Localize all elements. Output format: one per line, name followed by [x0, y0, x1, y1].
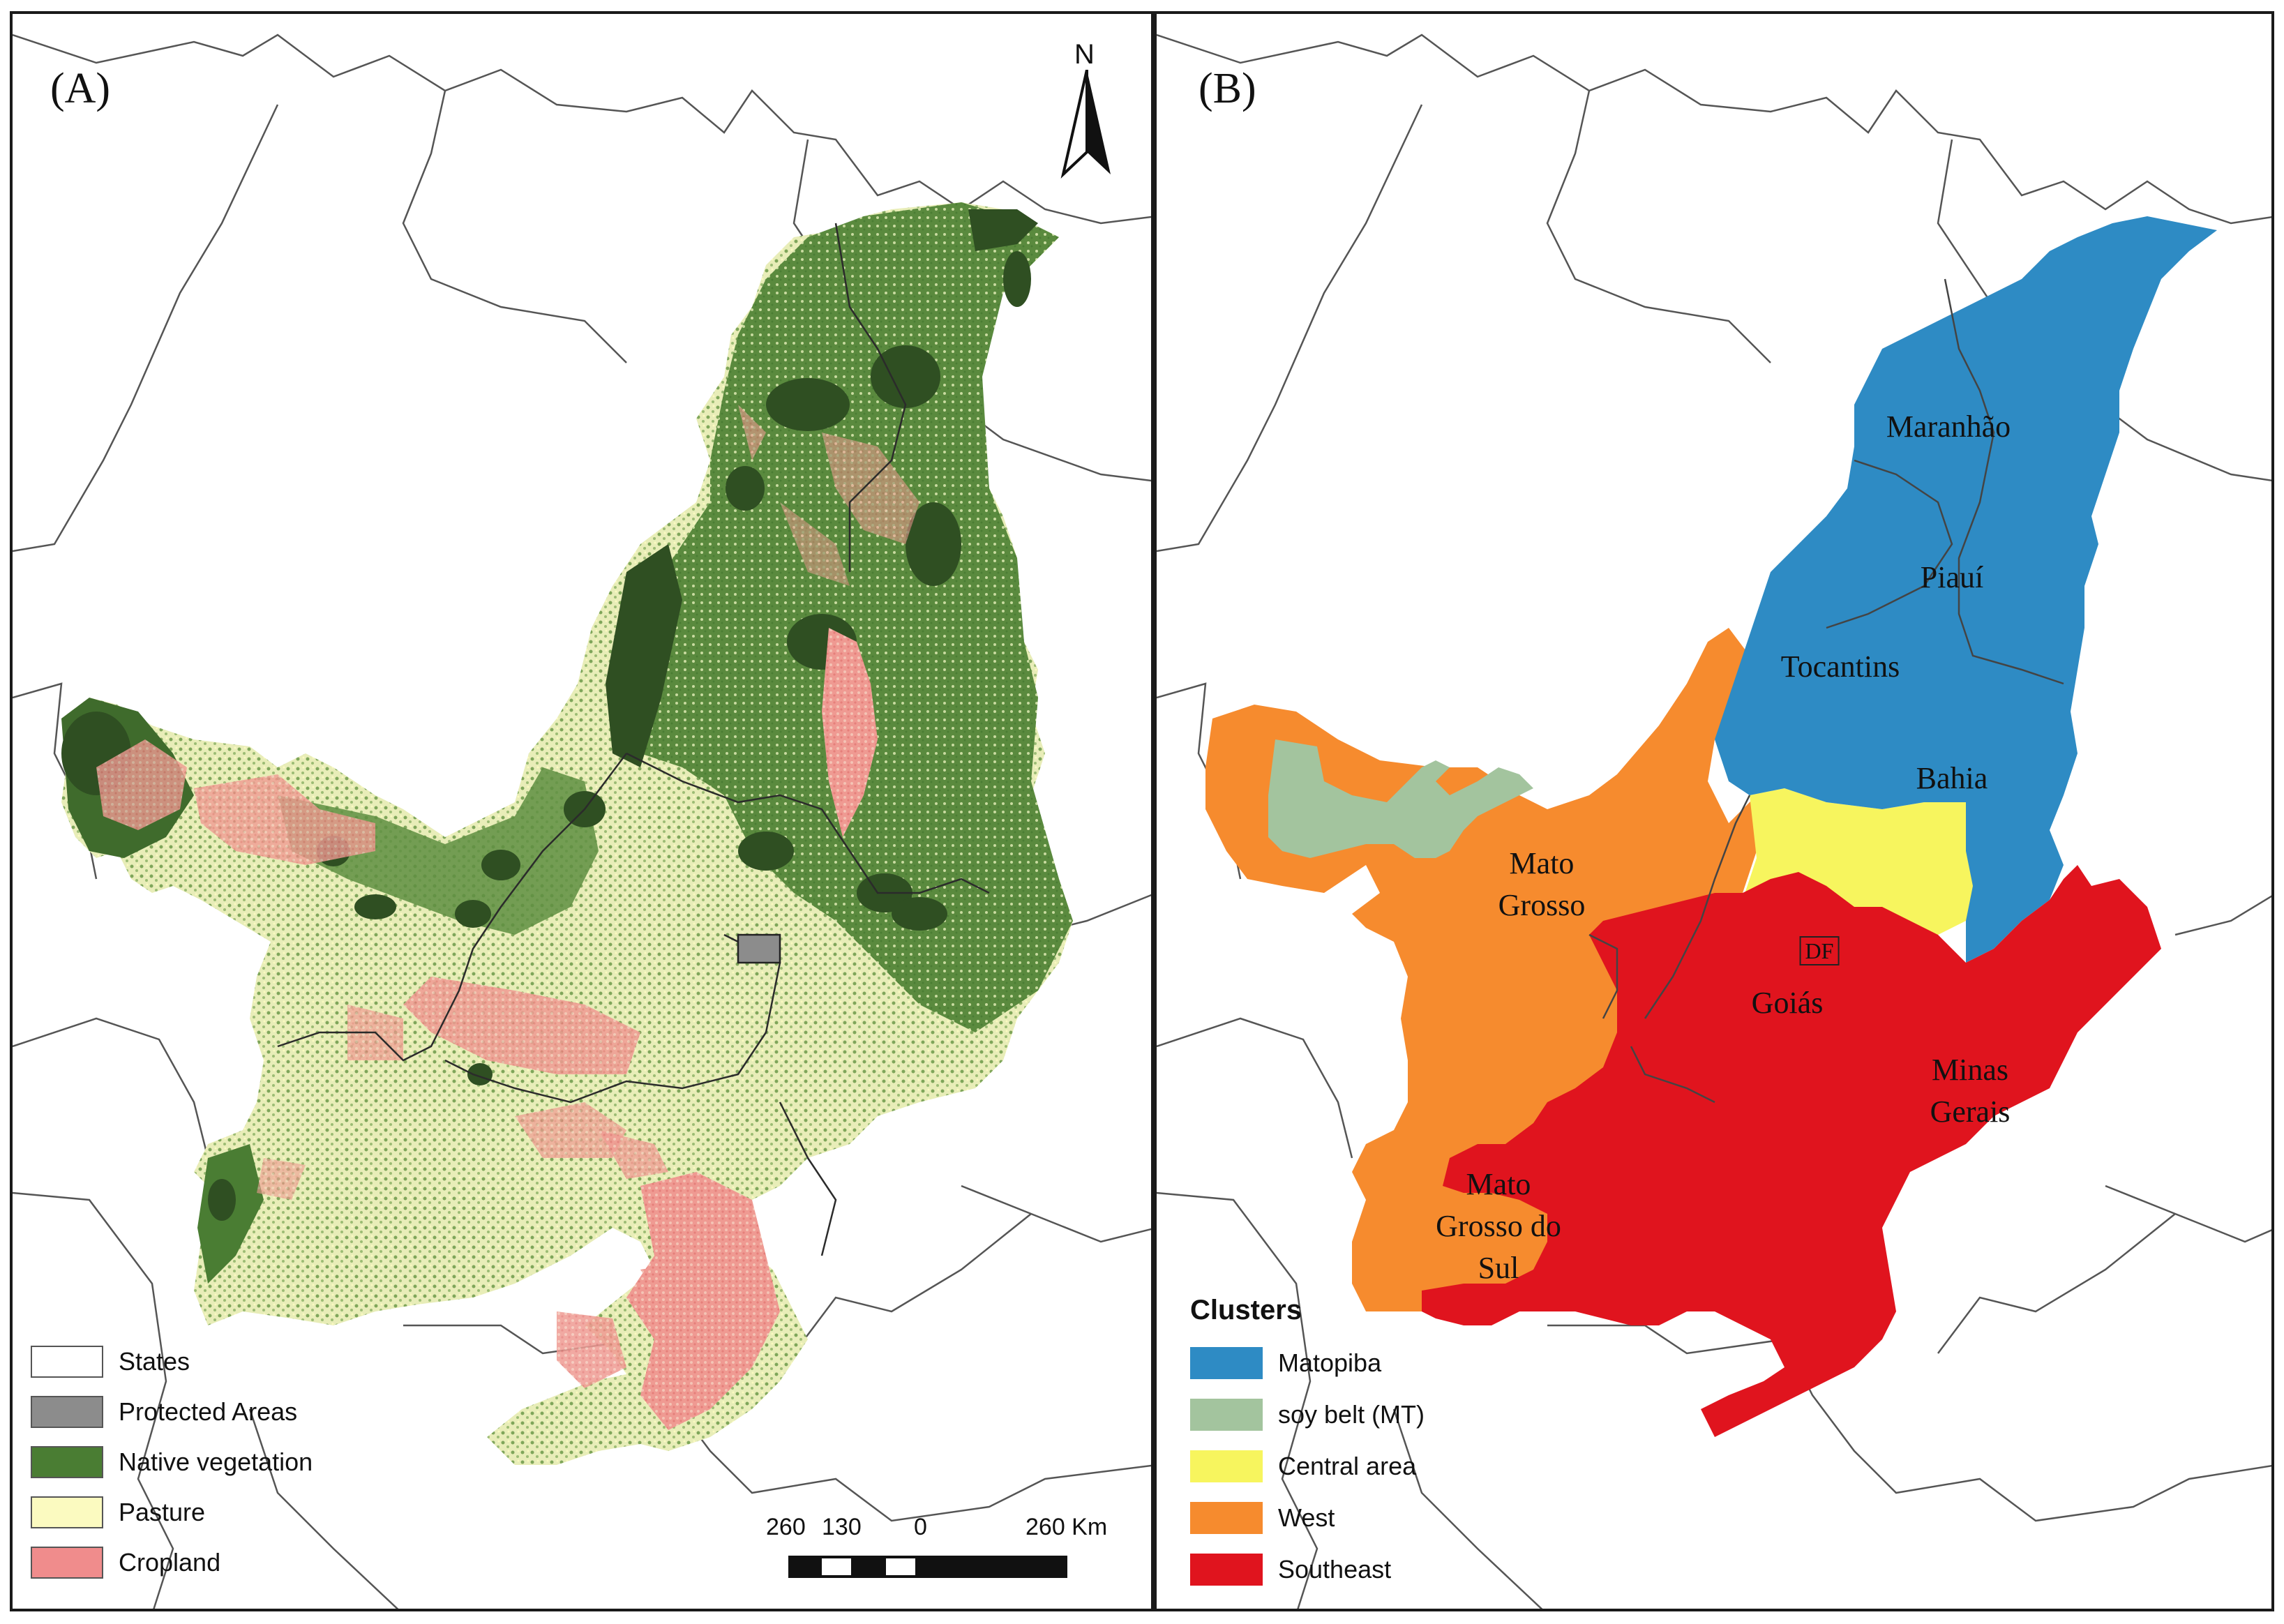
label-bahia: Bahia	[1916, 761, 1988, 795]
legend-label: Matopiba	[1278, 1348, 1382, 1377]
label-line: Minas	[1932, 1053, 2008, 1087]
scale-label: 260	[766, 1514, 806, 1540]
legend-swatch	[1190, 1347, 1263, 1379]
label-line: Mato	[1466, 1167, 1531, 1201]
legend-item-pasture: Pasture	[31, 1494, 205, 1531]
north-arrow-icon	[1060, 70, 1111, 179]
scale-label: 0	[914, 1514, 927, 1540]
legend-swatch	[31, 1446, 103, 1478]
legend-item-protected-areas: Protected Areas	[31, 1394, 297, 1430]
legend-swatch	[1190, 1502, 1263, 1534]
legend-a: States Protected Areas Native vegetation…	[31, 1344, 393, 1602]
legend-label: Protected Areas	[119, 1397, 298, 1426]
label-tocantins: Tocantins	[1780, 649, 1900, 684]
legend-item-states: States	[31, 1344, 190, 1380]
internal-state-lines	[277, 223, 990, 1256]
cluster-soy-belt	[1268, 739, 1533, 858]
north-arrow: N	[1059, 39, 1115, 179]
map-panel-b: (B) Maranhão Piauí Tocantins Bahia Mato …	[1154, 11, 2274, 1611]
scale-label: 130	[822, 1514, 862, 1540]
cluster-matopiba	[1715, 216, 2217, 963]
legend-item-southeast: Southeast	[1190, 1551, 1391, 1588]
legend-item-cropland: Cropland	[31, 1544, 220, 1581]
legend-item-west: West	[1190, 1500, 1335, 1536]
label-line: Gerais	[1930, 1095, 2011, 1129]
panel-a-label: (A)	[50, 65, 111, 112]
internal-state-lines	[1588, 278, 2064, 1104]
label-mato-grosso-do-sul: Mato Grosso do Sul	[1436, 1164, 1561, 1289]
native-vegetation-area	[613, 202, 1073, 1032]
label-piaui: Piauí	[1920, 560, 1984, 594]
legend-title: Clusters	[1190, 1295, 1302, 1325]
legend-label: West	[1278, 1503, 1335, 1532]
scale-bar-graphic	[788, 1556, 1067, 1578]
label-minas-gerais: Minas Gerais	[1930, 1049, 2011, 1133]
cropland-patches	[96, 405, 919, 1430]
label-maranhao: Maranhão	[1886, 409, 2011, 444]
state-boundaries	[1157, 33, 2271, 1609]
legend-item-native-vegetation: Native vegetation	[31, 1444, 313, 1480]
legend-item-matopiba: Matopiba	[1190, 1345, 1381, 1381]
map-panel-a: (A) N States Protected Areas Native vege…	[10, 11, 1154, 1611]
legend-swatch	[1190, 1554, 1263, 1586]
scale-label: 260 Km	[1025, 1514, 1108, 1540]
legend-swatch	[31, 1396, 103, 1428]
legend-label: States	[119, 1347, 190, 1376]
protected-area-patches	[61, 209, 1038, 1325]
legend-label: Native vegetation	[119, 1448, 313, 1476]
label-goias: Goiás	[1751, 986, 1824, 1020]
label-line: Grosso	[1498, 888, 1586, 922]
legend-swatch	[31, 1496, 103, 1528]
label-mato-grosso: Mato Grosso	[1498, 843, 1586, 926]
cluster-southeast	[1422, 865, 2161, 1437]
legend-swatch	[31, 1547, 103, 1579]
legend-label: Southeast	[1278, 1555, 1392, 1584]
north-letter: N	[1074, 39, 1095, 70]
legend-swatch	[1190, 1399, 1263, 1431]
legend-label: Central area	[1278, 1452, 1417, 1480]
scale-bar: 260 130 0 260 Km	[752, 1514, 1129, 1591]
native-vegetation-central	[278, 767, 599, 935]
land-use-map	[13, 33, 1151, 1609]
legend-label: Pasture	[119, 1498, 206, 1526]
legend-label: soy belt (MT)	[1278, 1400, 1425, 1429]
legend-label: Cropland	[119, 1548, 221, 1577]
label-line: Grosso do	[1436, 1209, 1561, 1243]
label-line: Mato	[1509, 846, 1575, 880]
label-line: Sul	[1478, 1251, 1519, 1285]
panel-b-label: (B)	[1199, 65, 1256, 112]
legend-swatch	[1190, 1450, 1263, 1482]
clusters-map	[1157, 33, 2271, 1609]
state-boundaries	[13, 33, 1151, 1609]
legend-item-central-area: Central area	[1190, 1448, 1416, 1484]
legend-item-soy-belt: soy belt (MT)	[1190, 1397, 1425, 1433]
label-df: DF	[1799, 936, 1840, 965]
legend-b: Clusters Matopiba soy belt (MT) Central …	[1190, 1295, 1553, 1595]
legend-swatch	[31, 1346, 103, 1378]
